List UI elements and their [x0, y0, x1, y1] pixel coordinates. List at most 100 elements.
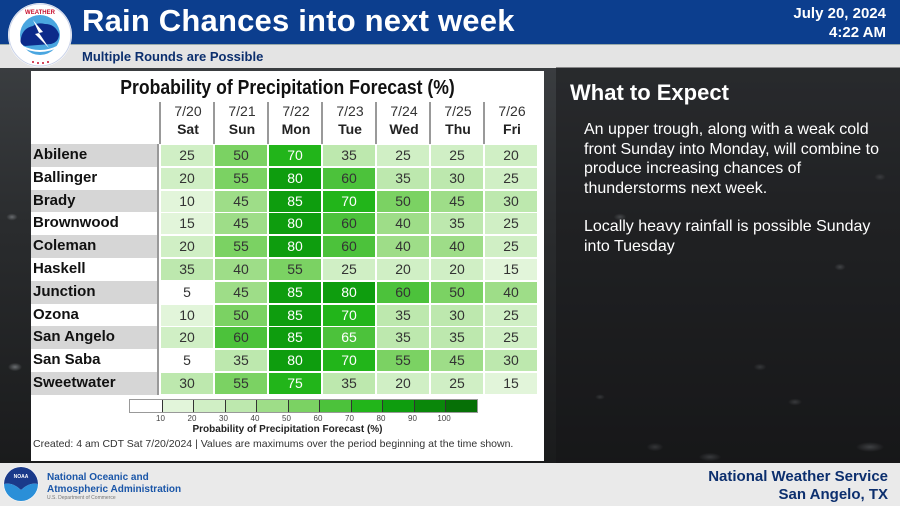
table-row: Coleman 20 55 80 60 40 40 25 [31, 235, 540, 258]
date-time: July 20, 2024 4:22 AM [793, 4, 886, 42]
legend-tick-label: 40 [250, 414, 260, 423]
nws-office: National Weather Service San Angelo, TX [708, 468, 888, 504]
expect-text: An upper trough, along with a weak cold … [584, 120, 889, 275]
table-row: San Saba 5 35 80 70 55 45 30 [31, 349, 540, 372]
column-header: 7/22 Mon [269, 102, 323, 138]
location-label: Ozona [31, 303, 159, 327]
legend-tick-label: 70 [345, 414, 354, 423]
pop-cell: 15 [485, 373, 537, 394]
nws-line2: San Angelo, TX [778, 486, 888, 503]
location-label: San Saba [31, 349, 159, 372]
column-header: 7/26 Fri [485, 102, 539, 138]
column-header: 7/25 Thu [431, 102, 485, 138]
pop-cell: 35 [323, 373, 375, 394]
column-divider [267, 102, 269, 144]
pop-cell: 20 [161, 167, 213, 189]
pop-cell: 85 [269, 190, 321, 212]
column-divider [483, 102, 485, 144]
pop-cell: 50 [377, 190, 429, 212]
header-bar [0, 0, 900, 44]
location-label: Junction [31, 280, 159, 304]
pop-cell: 55 [215, 373, 267, 394]
column-day: Fri [503, 121, 521, 137]
table-row: San Angelo 20 60 85 65 35 35 25 [31, 326, 540, 350]
pop-cell: 40 [431, 236, 483, 258]
legend-tick-label: 80 [376, 414, 386, 423]
table-title: Probability of Precipitation Forecast (%… [120, 77, 455, 99]
column-day: Mon [281, 121, 311, 137]
table-row: Abilene 25 50 70 35 25 25 20 [31, 144, 540, 167]
pop-cell: 40 [215, 259, 267, 280]
pop-cell: 25 [485, 304, 537, 326]
column-header: 7/24 Wed [377, 102, 431, 138]
pop-cell: 40 [377, 213, 429, 235]
column-day: Sun [228, 121, 256, 137]
pop-cell: 40 [377, 236, 429, 258]
column-divider [213, 102, 215, 144]
pop-cell: 70 [323, 190, 375, 212]
nws-logo-icon: WEATHER [8, 3, 72, 67]
table-row: Haskell 35 40 55 25 20 20 15 [31, 258, 540, 281]
legend-swatch [350, 400, 382, 412]
legend-tick-label: 30 [219, 414, 228, 423]
pop-cell: 25 [485, 213, 537, 235]
column-header: 7/23 Tue [323, 102, 377, 138]
table-row: Junction 5 45 85 80 60 50 40 [31, 280, 540, 304]
legend-tick-label: 90 [408, 414, 417, 423]
column-divider [429, 102, 431, 144]
pop-cell: 55 [269, 259, 321, 280]
pop-cell: 80 [269, 350, 321, 372]
pop-cell: 45 [431, 190, 483, 212]
pop-cell: 55 [215, 167, 267, 189]
column-divider [159, 102, 161, 144]
pop-cell: 50 [215, 304, 267, 326]
pop-cell: 10 [161, 304, 213, 326]
pop-cell: 85 [269, 304, 321, 326]
pop-cell: 50 [431, 281, 483, 303]
pop-table-panel: Probability of Precipitation Forecast (%… [31, 71, 544, 461]
pop-cell: 70 [323, 304, 375, 326]
pop-cell: 35 [377, 327, 429, 349]
column-date: 7/22 [282, 103, 310, 119]
pop-cell: 35 [161, 259, 213, 280]
pop-cell: 30 [431, 304, 483, 326]
pop-cell: 25 [323, 259, 375, 280]
pop-cell: 20 [377, 373, 429, 394]
column-date: 7/26 [498, 103, 526, 119]
location-label: Abilene [31, 144, 159, 167]
page-title: Rain Chances into next week [82, 3, 515, 38]
legend-swatch [413, 400, 445, 412]
legend-colorbar [129, 399, 478, 413]
pop-cell: 15 [161, 213, 213, 235]
noaa-department: U.S. Department of Commerce [47, 495, 116, 501]
column-date: 7/23 [336, 103, 364, 119]
pop-cell: 30 [485, 190, 537, 212]
pop-cell: 35 [377, 167, 429, 189]
table-row: Brownwood 15 45 80 60 40 35 25 [31, 212, 540, 236]
pop-cell: 25 [431, 145, 483, 166]
pop-cell: 35 [431, 213, 483, 235]
column-date: 7/21 [228, 103, 256, 119]
expect-paragraph: Locally heavy rainfall is possible Sunda… [584, 218, 871, 255]
legend-tick-label: 20 [187, 414, 197, 423]
pop-cell: 20 [485, 145, 537, 166]
location-label: Brownwood [31, 212, 159, 236]
table-row: Brady 10 45 85 70 50 45 30 [31, 189, 540, 213]
legend-tick-label: 100 [437, 414, 451, 423]
pop-cell: 80 [269, 236, 321, 258]
pop-cell: 80 [323, 281, 375, 303]
pop-cell: 65 [323, 327, 375, 349]
legend-swatch [224, 400, 256, 412]
pop-cell: 35 [215, 350, 267, 372]
subtitle: Multiple Rounds are Possible [82, 49, 264, 64]
nws-line1: National Weather Service [708, 468, 888, 485]
pop-cell: 60 [215, 327, 267, 349]
legend-tick-label: 50 [282, 414, 291, 423]
pop-cell: 25 [161, 145, 213, 166]
legend-swatch [256, 400, 288, 412]
column-date: 7/24 [390, 103, 418, 119]
noaa-line2: Atmospheric Administration [47, 484, 182, 495]
column-divider [375, 102, 377, 144]
date: July 20, 2024 [793, 5, 886, 22]
pop-cell: 45 [215, 190, 267, 212]
